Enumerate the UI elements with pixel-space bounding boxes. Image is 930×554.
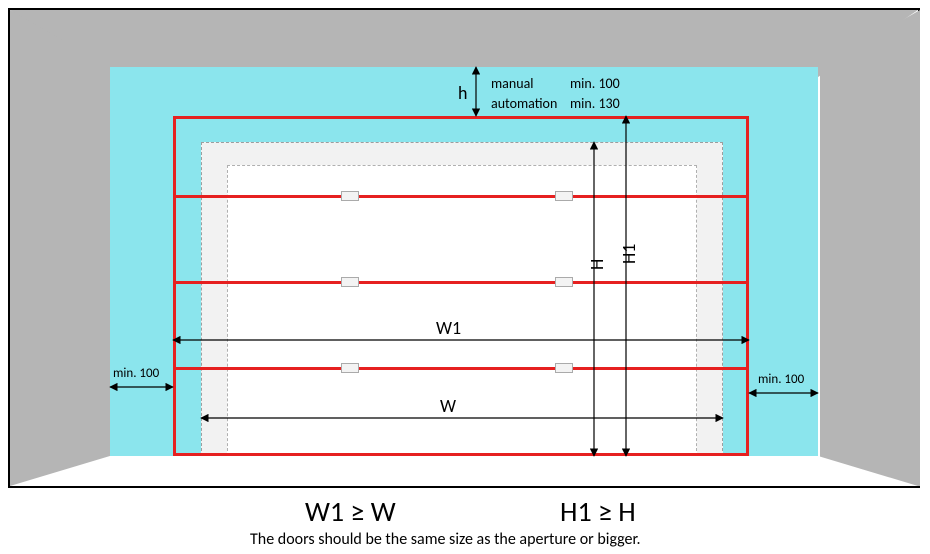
door-frame bbox=[173, 116, 749, 456]
panel-divider bbox=[176, 367, 746, 370]
hinge-icon bbox=[555, 363, 573, 373]
caption: The doors should be the same size as the… bbox=[250, 530, 640, 549]
dim-W1-label: W1 bbox=[436, 317, 461, 339]
h-auto-label: automation bbox=[491, 95, 557, 112]
hinge-icon bbox=[341, 191, 359, 201]
wall-left bbox=[10, 10, 110, 486]
hinge-icon bbox=[341, 277, 359, 287]
wall-right bbox=[820, 10, 920, 486]
hinge-icon bbox=[341, 363, 359, 373]
side-right-label: min. 100 bbox=[758, 372, 804, 387]
floor bbox=[10, 456, 918, 486]
h-manual-label: manual bbox=[491, 75, 534, 92]
dim-H-label: H bbox=[586, 259, 608, 270]
h-auto-value: min. 130 bbox=[570, 95, 620, 112]
hinge-icon bbox=[555, 191, 573, 201]
panel-divider bbox=[176, 281, 746, 284]
diagram-canvas: h manual min. 100 automation min. 130 mi… bbox=[0, 0, 930, 554]
formula-H: H1 ≥ H bbox=[560, 494, 636, 529]
dim-W-label: W bbox=[440, 395, 456, 417]
side-left-label: min. 100 bbox=[113, 366, 159, 381]
h-manual-value: min. 100 bbox=[570, 75, 620, 92]
dim-H1-label: H1 bbox=[618, 244, 640, 264]
formula-W: W1 ≥ W bbox=[305, 494, 396, 529]
dim-h-label: h bbox=[458, 82, 467, 104]
hinge-icon bbox=[555, 277, 573, 287]
panel-divider bbox=[176, 195, 746, 198]
